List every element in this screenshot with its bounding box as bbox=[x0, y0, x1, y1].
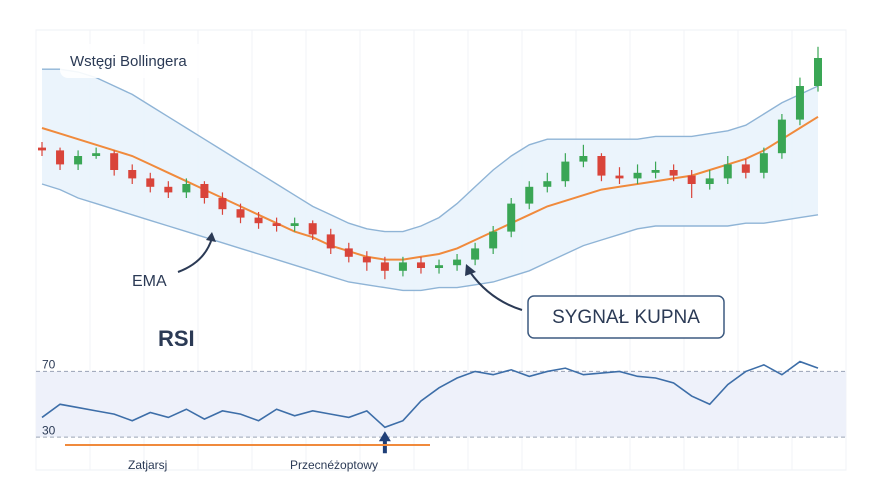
candle-body bbox=[453, 259, 462, 266]
rsi-line bbox=[41, 360, 819, 429]
candle-body bbox=[795, 86, 804, 120]
candle-body bbox=[525, 186, 534, 204]
marks: Wstęgi Bollingera EMA SYGNAŁ KUPNA RSI 30 70 Z… bbox=[36, 44, 846, 472]
candle-body bbox=[254, 217, 263, 224]
candle-body bbox=[705, 178, 714, 184]
candle-body bbox=[164, 186, 173, 193]
band-fill bbox=[42, 69, 818, 291]
bollinger-band bbox=[41, 183, 819, 292]
candle-body bbox=[182, 184, 191, 193]
candle-body bbox=[200, 184, 209, 198]
candle-body bbox=[561, 161, 570, 182]
candle-body bbox=[759, 153, 768, 173]
ema-label: EMA bbox=[132, 273, 167, 290]
candle-body bbox=[489, 231, 498, 249]
candle-body bbox=[308, 223, 317, 235]
candle-body bbox=[362, 256, 371, 263]
bands-label: Wstęgi Bollingera bbox=[70, 53, 187, 70]
candle-body bbox=[814, 58, 822, 86]
candle-body bbox=[380, 262, 389, 271]
ema-arrow bbox=[177, 237, 213, 273]
candle-body bbox=[651, 170, 660, 173]
bottom-label: Zatjarsj bbox=[128, 458, 167, 472]
signal-arrowhead bbox=[465, 264, 476, 276]
candle-body bbox=[471, 248, 480, 260]
signal-marker bbox=[378, 431, 391, 454]
label-box bbox=[60, 44, 220, 78]
candle-body bbox=[56, 150, 65, 165]
y-tick-label: 30 bbox=[42, 423, 56, 437]
y-tick-label: 70 bbox=[42, 358, 56, 372]
candle-body bbox=[543, 181, 552, 187]
candle-body bbox=[723, 164, 732, 179]
candle-body bbox=[687, 175, 696, 184]
ema-arrowhead bbox=[206, 232, 216, 242]
candle-body bbox=[128, 170, 137, 179]
signal-box bbox=[527, 295, 725, 339]
candle-body bbox=[290, 223, 299, 226]
candle-body bbox=[507, 203, 516, 232]
signal-label: SYGNAŁ KUPNA bbox=[552, 307, 700, 328]
signal-arrow bbox=[469, 271, 523, 311]
candle-body bbox=[669, 170, 678, 176]
candle-body bbox=[92, 153, 101, 156]
candle-body bbox=[741, 164, 750, 173]
candle-body bbox=[633, 172, 642, 179]
candle-body bbox=[777, 119, 786, 154]
rsi-title: RSI bbox=[158, 326, 195, 351]
candle-body bbox=[435, 265, 444, 268]
candle-body bbox=[615, 175, 624, 179]
bottom-label: Przecnéżoptowy bbox=[290, 458, 378, 472]
candle-body bbox=[236, 209, 245, 218]
candle-body bbox=[74, 156, 83, 165]
candle-body bbox=[146, 178, 155, 187]
candle-body bbox=[597, 156, 606, 176]
candle-body bbox=[38, 147, 46, 151]
candle-body bbox=[218, 198, 227, 210]
candle-body bbox=[344, 248, 353, 257]
candle-body bbox=[416, 262, 425, 268]
candle-body bbox=[398, 262, 407, 271]
bollinger-band bbox=[42, 68, 819, 233]
candle-body bbox=[326, 234, 335, 249]
candle-body bbox=[272, 223, 281, 226]
candle-body bbox=[579, 156, 588, 162]
rsi-zone bbox=[36, 371, 846, 438]
candle-body bbox=[110, 153, 119, 170]
